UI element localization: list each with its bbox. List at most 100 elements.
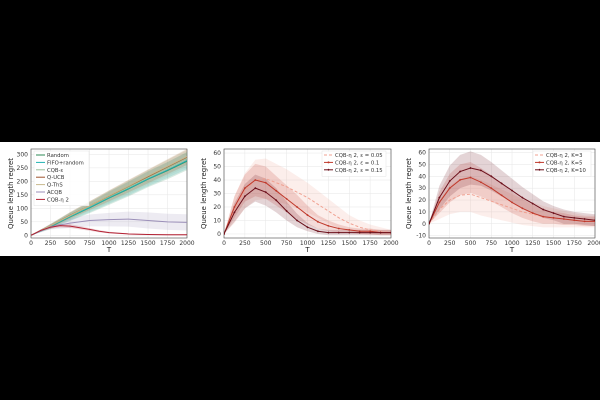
legend-marker <box>538 168 541 171</box>
y-tick-label: 0 <box>24 232 28 239</box>
data-point <box>510 189 514 192</box>
y-tick-label: 250 <box>17 165 29 172</box>
data-point <box>541 208 545 211</box>
legend-label: CQB-η 2, ε = 0.1 <box>335 160 379 166</box>
y-tick-label: 300 <box>17 151 29 158</box>
data-point <box>296 206 298 208</box>
x-tick-label: 0 <box>29 240 33 247</box>
legend-label: Q-ThS <box>47 183 63 189</box>
data-point <box>358 230 361 233</box>
data-point <box>233 206 236 208</box>
x-tick-label: 750 <box>486 240 498 247</box>
y-tick-label: 40 <box>418 173 426 180</box>
x-axis-label: T <box>106 246 112 254</box>
legend-box <box>33 150 90 206</box>
y-tick-label: 150 <box>17 192 29 199</box>
y-tick-label: 60 <box>418 150 426 157</box>
data-point <box>337 227 340 230</box>
y-tick-label: 30 <box>213 191 221 198</box>
data-point <box>562 218 565 220</box>
data-point <box>573 219 576 222</box>
series-line <box>31 160 187 236</box>
data-point <box>542 215 545 218</box>
data-point <box>224 232 226 236</box>
figure-band: 0 250 500 750 1000 1250 1500 1750 2000 0 50 100 150 2… <box>0 142 600 256</box>
legend-label: Q-UCB <box>47 175 65 181</box>
x-tick-label: 1750 <box>362 240 377 247</box>
series-band <box>31 150 187 236</box>
data-point <box>379 231 382 234</box>
data-point <box>459 178 462 181</box>
data-point <box>511 201 513 204</box>
plot-area <box>31 149 187 236</box>
plot-area <box>429 151 595 228</box>
y-tick-label: 30 <box>418 185 426 192</box>
data-point <box>593 219 595 222</box>
data-point <box>479 181 482 184</box>
data-point <box>254 179 257 181</box>
plot-frame <box>30 148 188 239</box>
series-line <box>31 156 187 236</box>
chart-3: 025050075010001250150017502000-100102030… <box>405 148 600 254</box>
x-tick-label: 0 <box>427 240 431 247</box>
y-tick-label: 60 <box>213 150 221 157</box>
series-band <box>31 211 187 236</box>
legend-box <box>321 150 387 177</box>
x-tick-label: 1750 <box>160 240 175 247</box>
data-point <box>490 187 493 190</box>
data-point <box>337 231 340 234</box>
y-tick-label: 0 <box>217 231 221 238</box>
data-point <box>469 176 472 179</box>
data-point <box>552 211 555 215</box>
plot-frame <box>428 148 596 239</box>
y-axis-label: Queue length regret <box>200 158 208 229</box>
data-point <box>448 187 451 190</box>
data-point <box>285 209 288 213</box>
data-point <box>562 215 566 218</box>
x-tick-label: 0 <box>222 240 226 247</box>
chart-2: 0 250 500 750 1000 1250 1500 1750 2000 0 10 20 30 40 5… <box>200 148 399 254</box>
legend-label: CQB-ε <box>47 168 63 174</box>
y-tick-label: 0 <box>422 221 426 228</box>
legend-marker <box>327 161 330 164</box>
data-point <box>521 196 524 199</box>
y-tick-label: 10 <box>213 217 221 224</box>
legend-marker <box>538 161 541 164</box>
plot-frame <box>223 148 392 239</box>
y-tick-label: 100 <box>17 205 29 212</box>
x-tick-label: 500 <box>64 240 76 247</box>
series-band <box>224 174 391 236</box>
data-point <box>285 197 288 200</box>
data-point <box>306 214 309 216</box>
data-point <box>243 195 247 198</box>
x-tick-label: 1000 <box>300 240 315 247</box>
legend-label: CQB-η 2, K=5 <box>546 160 582 166</box>
x-tick-label: 250 <box>444 240 456 247</box>
data-point <box>552 216 555 219</box>
series-line <box>429 193 595 225</box>
legend-label: CQB-η 2, ε = 0.05 <box>335 153 383 159</box>
x-tick-label: 750 <box>84 240 96 247</box>
y-tick-label: 40 <box>213 177 221 184</box>
data-point <box>438 201 441 204</box>
x-tick-label: 1250 <box>121 240 136 247</box>
legend-label: CQB-η 2, K=10 <box>546 168 586 174</box>
data-point <box>264 181 267 184</box>
x-tick-label: 1500 <box>546 240 561 247</box>
y-tick-label: 50 <box>418 161 426 168</box>
legend-label: ACQB <box>47 190 62 196</box>
data-point <box>500 194 503 197</box>
x-axis-label: T <box>509 246 515 254</box>
x-tick-label: 250 <box>45 240 57 247</box>
x-tick-label: 250 <box>239 240 251 247</box>
data-point <box>389 231 391 234</box>
x-axis-label: T <box>304 246 310 254</box>
legend-label: CQB-η 2 <box>47 197 69 203</box>
series-band <box>31 149 187 236</box>
legend-label: CQB-η 2, K=3 <box>546 153 582 159</box>
y-tick-label: 200 <box>17 178 29 185</box>
data-point <box>358 231 361 234</box>
